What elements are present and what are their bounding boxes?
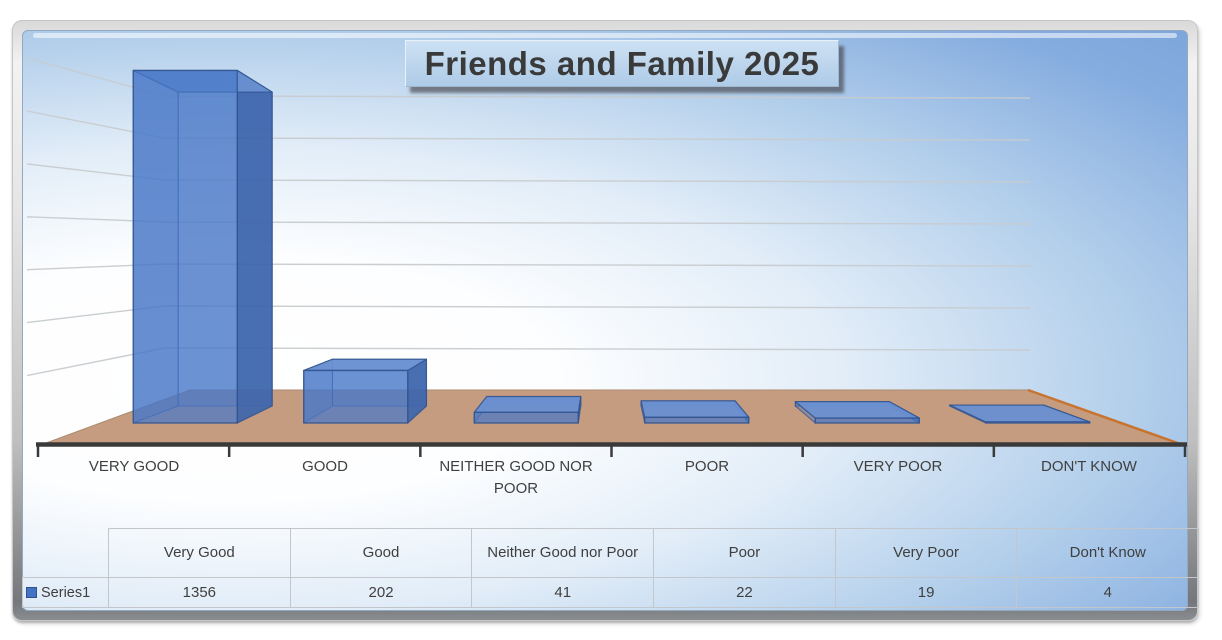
data-table: Very Good Good Neither Good nor Poor Poo… [22,528,1200,608]
table-header-dont-know: Don't Know [1016,528,1200,578]
axis-label-very-good: VERY GOOD [88,458,180,475]
frame-gloss-highlight [33,33,1177,38]
value-dont-know: 4 [1016,577,1200,608]
axis-label-poor: POOR [684,458,730,475]
chart-title: Friends and Family 2025 [424,44,820,82]
axis-label-good: GOOD [302,458,348,475]
table-header-very-good: Very Good [108,528,291,578]
value-neither: 41 [471,577,655,608]
table-header-poor: Poor [653,528,836,578]
axis-label-neither: NEITHER GOOD NOR POOR [439,458,593,497]
value-good: 202 [289,577,473,608]
table-header-neither: Neither Good nor Poor [471,528,655,578]
chart-plot-background [22,30,1188,611]
value-very-poor: 19 [834,577,1018,608]
table-value-row: Series1 1356 202 41 22 19 4 [22,577,1200,608]
chart-title-box: Friends and Family 2025 [405,40,839,87]
value-very-good: 1356 [108,577,291,608]
table-header-good: Good [289,528,473,578]
table-header-row: Very Good Good Neither Good nor Poor Poo… [23,528,1200,578]
table-corner-cell [23,529,109,578]
series-name: Series1 [41,584,91,601]
table-header-very-poor: Very Poor [834,528,1018,578]
axis-label-very-poor: VERY POOR [853,458,943,475]
legend-cell: Series1 [22,577,109,608]
value-poor: 22 [653,577,836,608]
series1-legend-swatch-icon [26,587,37,598]
axis-label-dont-know: DON'T KNOW [1041,458,1137,475]
